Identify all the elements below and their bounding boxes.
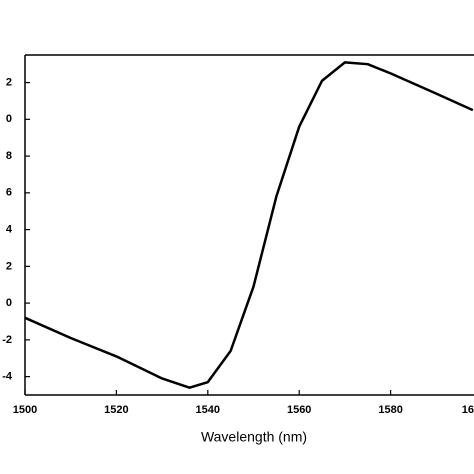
y-tick-label: 4 bbox=[6, 224, 13, 236]
x-tick-label: 16 bbox=[462, 404, 474, 416]
x-tick-label: 1580 bbox=[378, 404, 402, 416]
x-axis-title: Wavelength (nm) bbox=[201, 429, 307, 445]
y-tick-label: -4 bbox=[2, 371, 13, 383]
x-tick-label: 1560 bbox=[287, 404, 311, 416]
y-tick-label: -2 bbox=[2, 334, 12, 346]
y-tick-label: 2 bbox=[6, 76, 12, 88]
y-tick-label: 0 bbox=[6, 297, 12, 309]
y-tick-label: 8 bbox=[6, 150, 12, 162]
y-tick-label: 2 bbox=[6, 260, 12, 272]
x-tick-label: 1520 bbox=[104, 404, 128, 416]
line-series bbox=[24, 61, 474, 389]
y-tick-label: 6 bbox=[6, 187, 12, 199]
x-tick-label: 1500 bbox=[13, 404, 37, 416]
x-tick-label: 1540 bbox=[196, 404, 220, 416]
y-tick-label: 0 bbox=[6, 113, 12, 125]
